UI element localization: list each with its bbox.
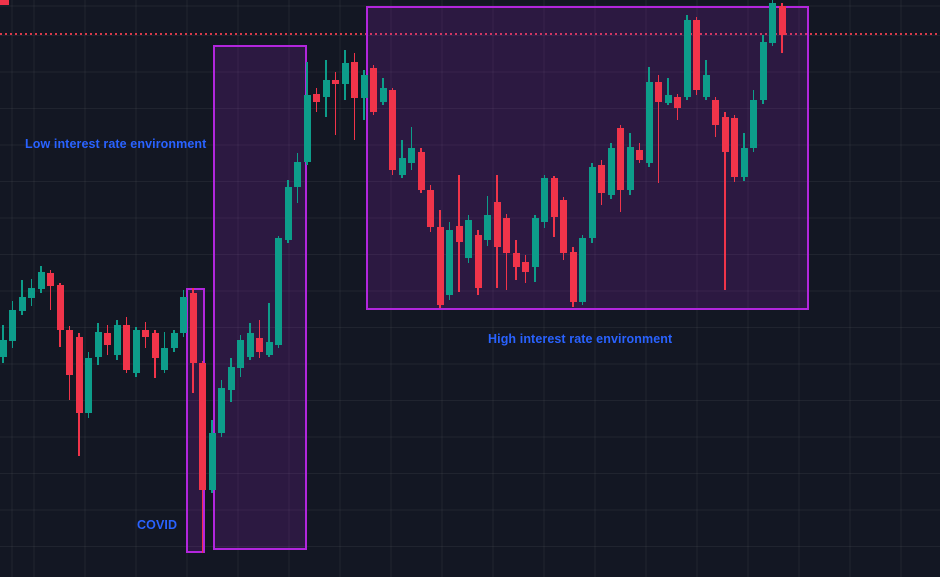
candle-down (47, 273, 54, 286)
candle-up (626, 147, 634, 190)
candle-up (484, 215, 491, 240)
candle-up (180, 297, 187, 333)
candle-down (598, 165, 605, 193)
candle-up (9, 310, 16, 341)
candle-down (493, 202, 501, 247)
candle-down (66, 330, 73, 375)
candle-down (721, 117, 729, 152)
candle-up (531, 218, 539, 267)
candle-down (256, 338, 263, 352)
candle-up (740, 148, 748, 177)
candle-down (512, 253, 520, 267)
candle-wick (724, 112, 726, 290)
recovery-box[interactable] (212, 45, 307, 550)
candle-up (227, 367, 235, 390)
candle-up (28, 288, 35, 298)
candle-down (427, 190, 434, 227)
candle-up (218, 388, 225, 433)
candle-down (56, 285, 64, 330)
candle-up (465, 220, 472, 258)
candle-down (75, 337, 83, 413)
candle-up (170, 333, 178, 348)
candle-up (275, 238, 282, 345)
candle-up (379, 88, 387, 102)
candle-down (693, 20, 700, 90)
candle-up (683, 20, 691, 97)
candle-up (94, 332, 102, 357)
candle-wick (268, 303, 270, 357)
candle-up (18, 297, 26, 311)
partial-candle-artifact (0, 0, 9, 5)
candle-up (246, 333, 254, 357)
candle-up (579, 238, 586, 302)
candle-up (446, 230, 453, 295)
candle-down (617, 128, 624, 190)
candle-up (398, 158, 406, 175)
candle-down (503, 218, 510, 253)
candle-wick (667, 78, 669, 105)
candle-down (189, 293, 197, 363)
candle-up (607, 148, 615, 195)
candle-up (750, 100, 757, 148)
candle-up (360, 75, 368, 98)
candle-down (313, 94, 320, 102)
candle-up (37, 272, 45, 289)
candle-up (161, 348, 168, 370)
candle-down (636, 150, 643, 160)
candle-down (569, 252, 577, 302)
candle-down (455, 226, 463, 242)
candle-up (0, 340, 7, 357)
candle-up (113, 325, 121, 355)
candle-down (417, 152, 425, 190)
candle-wick (657, 75, 660, 183)
candle-down (655, 82, 662, 102)
candle-wick (334, 72, 337, 135)
annotation-covid[interactable]: COVID (137, 518, 178, 532)
candle-down (474, 235, 482, 288)
candle-up (408, 148, 415, 163)
candle-up (588, 167, 596, 238)
candle-down (522, 262, 529, 272)
candle-up (294, 162, 301, 187)
candle-down (332, 80, 339, 84)
candle-down (151, 333, 159, 358)
candle-down (436, 227, 444, 305)
candle-up (759, 42, 767, 100)
candle-wick (49, 270, 52, 310)
candle-down (370, 68, 377, 112)
candle-up (284, 187, 292, 240)
candle-down (731, 118, 738, 177)
candle-up (85, 358, 92, 413)
annotation-high-interest-rate[interactable]: High interest rate environment (488, 332, 673, 346)
candle-down (351, 62, 358, 98)
annotation-low-interest-rate[interactable]: Low interest rate environment (25, 137, 207, 151)
candle-up (237, 340, 244, 368)
candle-down (712, 100, 719, 125)
candle-down (142, 330, 149, 337)
candle-down (560, 200, 567, 253)
candle-down (123, 325, 130, 370)
dotted-reference-line[interactable] (0, 33, 940, 35)
candle-down (389, 90, 396, 170)
candle-down (674, 97, 681, 108)
candle-up (541, 178, 548, 222)
candle-down (199, 363, 206, 490)
candle-up (645, 82, 653, 163)
candle-up (664, 95, 672, 103)
candle-up (702, 75, 710, 97)
candle-up (769, 3, 776, 43)
candle-up (341, 63, 349, 84)
candle-up (322, 80, 330, 97)
candle-down (550, 178, 558, 217)
candle-up (265, 342, 273, 355)
candle-down (104, 333, 111, 345)
candle-down (778, 6, 786, 35)
candle-up (132, 330, 140, 373)
candle-up (303, 95, 311, 162)
candle-up (208, 433, 216, 490)
